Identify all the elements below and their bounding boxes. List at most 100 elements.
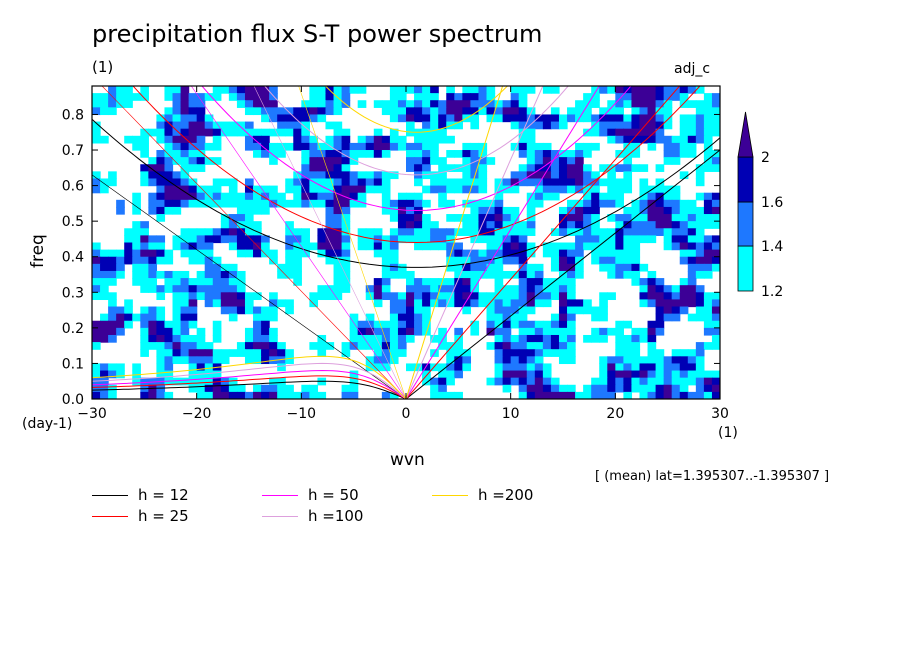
contour-cell — [293, 114, 302, 123]
contour-cell — [244, 349, 254, 357]
contour-cell — [333, 121, 343, 130]
contour-cell — [180, 199, 190, 208]
contour-cell — [639, 363, 649, 372]
contour-cell — [180, 242, 190, 251]
contour-cell — [518, 164, 528, 172]
contour-cell — [341, 235, 351, 244]
contour-cell — [647, 327, 657, 336]
contour-cell — [518, 370, 528, 379]
contour-cell — [381, 150, 391, 158]
contour-cell — [325, 199, 335, 208]
contour-cell — [607, 391, 616, 399]
contour-cell — [228, 214, 238, 222]
contour-cell — [591, 121, 600, 130]
contour-cell — [172, 114, 182, 123]
contour-cell — [494, 206, 504, 215]
contour-cell — [703, 299, 713, 308]
contour-cell — [446, 285, 455, 293]
contour-cell — [100, 256, 109, 265]
contour-cell — [454, 107, 463, 116]
contour-cell — [92, 107, 101, 116]
contour-cell — [301, 249, 310, 258]
contour-cell — [695, 100, 705, 108]
contour-cell — [663, 199, 673, 208]
contour-cell — [92, 135, 101, 144]
contour-cell — [325, 242, 335, 251]
contour-cell — [373, 171, 383, 180]
contour-cell — [108, 100, 117, 108]
contour-cell — [462, 270, 472, 279]
contour-cell — [671, 242, 681, 251]
contour-cell — [381, 206, 391, 215]
contour-cell — [325, 235, 335, 244]
contour-cell — [615, 121, 624, 130]
contour-cell — [703, 270, 713, 279]
contour-cell — [687, 391, 697, 399]
contour-cell — [631, 384, 641, 393]
x-tick-label: −30 — [77, 406, 107, 422]
contour-cell — [269, 384, 278, 393]
contour-cell — [623, 93, 633, 101]
contour-cell — [526, 178, 536, 187]
contour-cell — [591, 142, 600, 151]
contour-cell — [389, 334, 399, 343]
contour-cell — [188, 164, 198, 172]
contour-cell — [124, 135, 133, 144]
contour-cell — [518, 235, 528, 244]
contour-cell — [204, 256, 214, 265]
contour-cell — [212, 349, 222, 357]
contour-cell — [558, 391, 568, 399]
contour-cell — [357, 171, 367, 180]
contour-cell — [494, 320, 504, 329]
contour-cell — [253, 320, 262, 329]
contour-cell — [671, 192, 681, 201]
contour-cell — [317, 178, 327, 187]
contour-cell — [228, 391, 238, 399]
contour-cell — [244, 228, 254, 236]
contour-cell — [510, 86, 520, 94]
contour-cell — [100, 185, 109, 194]
contour-cell — [172, 171, 182, 180]
contour-cell — [180, 157, 190, 165]
contour-cell — [156, 334, 166, 343]
contour-cell — [285, 349, 294, 357]
contour-cell — [220, 306, 230, 315]
contour-cell — [446, 114, 455, 123]
contour-cell — [446, 363, 455, 372]
contour-cell — [196, 185, 206, 194]
contour-cell — [494, 278, 504, 286]
contour-cell — [550, 292, 560, 301]
contour-cell — [365, 285, 375, 293]
contour-cell — [406, 86, 415, 94]
contour-cell — [647, 278, 657, 286]
contour-cell — [381, 285, 391, 293]
contour-cell — [470, 199, 480, 208]
contour-cell — [156, 370, 166, 379]
contour-cell — [478, 185, 488, 194]
contour-cell — [422, 121, 431, 130]
contour-cell — [454, 121, 463, 130]
contour-cell — [486, 157, 496, 165]
contour-cell — [695, 306, 705, 315]
contour-cell — [357, 327, 367, 336]
contour-cell — [124, 93, 133, 101]
contour-cell — [502, 370, 512, 379]
contour-cell — [253, 306, 262, 315]
contour-cell — [148, 171, 158, 180]
contour-cell — [695, 384, 705, 393]
contour-cell — [470, 93, 480, 101]
contour-cell — [607, 242, 616, 251]
contour-cell — [639, 235, 649, 244]
contour-cell — [534, 270, 544, 279]
contour-cell — [478, 221, 488, 229]
contour-cell — [534, 192, 544, 201]
contour-cell — [365, 327, 375, 336]
contour-cell — [607, 377, 616, 386]
contour-cell — [108, 299, 117, 308]
contour-cell — [575, 178, 584, 187]
contour-cell — [108, 171, 117, 180]
contour-cell — [325, 221, 335, 229]
contour-cell — [212, 391, 222, 399]
contour-cell — [261, 114, 270, 123]
contour-cell — [647, 221, 657, 229]
